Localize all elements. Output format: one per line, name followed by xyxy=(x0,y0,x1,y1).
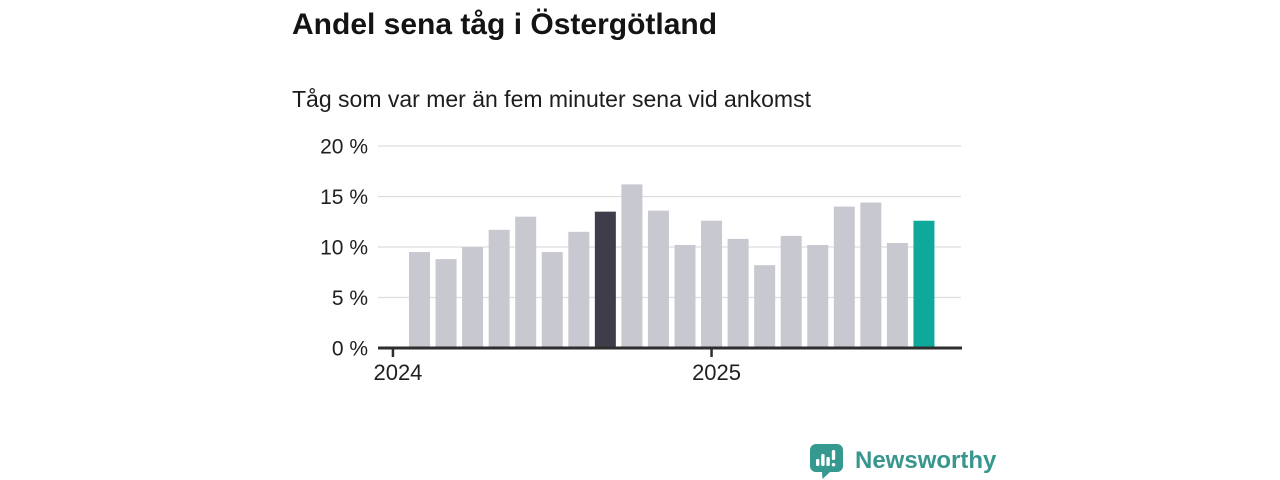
bar-2024-03 xyxy=(435,259,457,348)
y-tick-label: 20 % xyxy=(320,136,368,159)
bar-2025-06 xyxy=(833,206,855,348)
bar-2024-02 xyxy=(409,252,430,348)
bar-2025-02 xyxy=(727,238,749,348)
y-axis-labels: 0 % 5 % 10 % 15 % 20 % xyxy=(320,136,368,361)
y-tick-label: 0 % xyxy=(332,338,368,361)
y-tick-label: 5 % xyxy=(332,287,368,310)
bar-2024-07 xyxy=(541,252,563,348)
y-tick-label: 10 % xyxy=(320,237,368,260)
bar-2025-04 xyxy=(780,235,802,348)
bar-2024-09 xyxy=(594,211,616,348)
logo-minichart-bars xyxy=(816,450,836,467)
newsworthy-logo: Newsworthy xyxy=(808,442,996,479)
bar-2025-08 xyxy=(886,242,908,348)
newsworthy-logo-icon xyxy=(810,444,843,479)
bar-2024-08 xyxy=(568,231,590,348)
bar-2025-05 xyxy=(807,244,829,348)
bar-2024-05 xyxy=(488,229,510,348)
page-title: Andel sena tåg i Östergötland xyxy=(292,8,718,41)
bar-2025-01 xyxy=(701,220,723,348)
bar-2025-07 xyxy=(860,202,882,348)
newsworthy-logo-text: Newsworthy xyxy=(855,446,997,474)
bar-2025-09 xyxy=(913,220,935,348)
bar-2025-03 xyxy=(754,265,776,348)
bar-2024-11 xyxy=(647,210,669,348)
bar-2024-06 xyxy=(515,216,537,348)
x-tick-label: 2025 xyxy=(692,360,741,385)
bar-2024-12 xyxy=(674,244,696,348)
bar-2024-04 xyxy=(462,247,484,348)
chart-subtitle: Tåg som var mer än fem minuter sena vid … xyxy=(292,86,811,112)
x-tick-label: 2024 xyxy=(373,360,422,385)
x-axis-labels: 2024 2025 xyxy=(373,349,741,385)
y-tick-label: 15 % xyxy=(320,186,368,209)
bar-2024-10 xyxy=(621,184,643,348)
bars xyxy=(409,184,935,348)
